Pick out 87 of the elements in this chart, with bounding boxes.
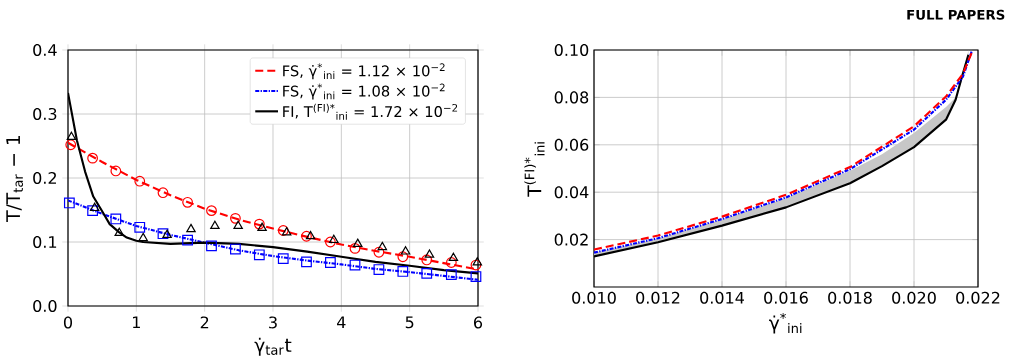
point — [65, 139, 77, 151]
point — [470, 259, 482, 271]
point — [277, 225, 289, 236]
point — [66, 131, 77, 140]
y-tick-label: 0.4 — [33, 43, 57, 56]
point — [89, 202, 100, 212]
y-axis-title: T/T$_{tar}$ − 1 — [6, 135, 23, 222]
point — [182, 196, 193, 208]
y-tick-label: 0.3 — [33, 107, 57, 120]
y-tick-label: 0.08 — [554, 91, 589, 104]
line-series — [68, 199, 478, 281]
x-tick-label: 4 — [337, 316, 346, 328]
point — [210, 220, 220, 229]
point — [349, 242, 361, 254]
point — [157, 187, 169, 199]
point — [377, 241, 388, 251]
point — [397, 265, 409, 277]
x-tick-label: 0 — [63, 316, 73, 329]
point — [281, 226, 292, 236]
y-tick-label: 0.10 — [554, 43, 589, 56]
point — [134, 175, 146, 187]
legend-label: FS, γ̇$^{*}$$_{ini}$ = 1.08 × 10$^{−2}$ — [283, 83, 445, 100]
point — [397, 251, 409, 263]
point — [233, 220, 243, 229]
point — [448, 252, 459, 261]
point — [470, 271, 482, 282]
legend-label: FS, γ̇$^{*}$$_{ini}$ = 1.12 × 10$^{−2}$ — [283, 63, 445, 80]
point — [87, 205, 98, 216]
point — [325, 236, 336, 248]
y-tick-label: 0.1 — [33, 235, 57, 248]
y-tick-label: 0.06 — [554, 138, 589, 151]
point — [373, 264, 385, 275]
x-tick-label: 0.012 — [636, 291, 680, 304]
point — [301, 230, 312, 242]
point — [134, 221, 146, 233]
point — [230, 243, 241, 255]
x-tick-label: 0.014 — [700, 291, 745, 304]
point — [87, 152, 98, 164]
x-tick-label: 0.016 — [764, 291, 808, 304]
point — [110, 213, 122, 225]
point — [301, 256, 312, 268]
y-axis-title: T$^{(FI)*}$ini — [524, 142, 545, 197]
point — [253, 218, 265, 230]
point — [329, 234, 339, 244]
x-tick-label: 0.018 — [828, 291, 872, 304]
point — [114, 227, 125, 236]
text: FULL PAPERS — [907, 9, 1005, 20]
point — [445, 257, 457, 268]
point — [206, 205, 217, 216]
point — [63, 197, 75, 209]
x-tick-label: 6 — [474, 316, 483, 329]
point — [253, 249, 265, 261]
x-tick-label: 0.022 — [956, 291, 1000, 304]
point — [157, 228, 169, 240]
x-tick-label: 5 — [405, 316, 414, 329]
point — [421, 267, 433, 279]
point — [373, 246, 385, 258]
x-axis-title: γ̇$_{tar}$t — [254, 337, 292, 356]
x-tick-label: 1 — [133, 316, 140, 328]
x-tick-label: 2 — [200, 316, 209, 329]
point — [230, 212, 241, 224]
point — [186, 223, 196, 233]
point — [182, 234, 193, 246]
point — [206, 240, 217, 252]
point — [421, 254, 433, 266]
x-tick-label: 0.020 — [892, 291, 936, 304]
y-tick-label: 0.02 — [554, 233, 588, 246]
point — [472, 257, 483, 266]
x-tick-label: 3 — [269, 316, 277, 329]
point — [305, 230, 316, 240]
legend-label: FI, T$^{(FI)*}$$_{ini}$ = 1.72 × 10$^{−2}$ — [283, 103, 458, 120]
point — [277, 253, 289, 264]
point — [162, 229, 172, 238]
point — [352, 238, 363, 247]
point — [349, 259, 361, 271]
x-axis-title: γ̇$^{*}$ini — [769, 312, 802, 334]
point — [257, 222, 267, 231]
y-tick-label: 0.2 — [33, 171, 56, 184]
point — [138, 232, 148, 242]
point — [110, 165, 122, 177]
x-tick-label: 0.010 — [572, 291, 616, 304]
point — [400, 246, 411, 255]
point — [445, 269, 457, 280]
y-tick-label: 0.0 — [33, 299, 57, 312]
point — [325, 257, 336, 268]
y-tick-label: 0.04 — [554, 186, 589, 199]
point — [424, 249, 435, 258]
